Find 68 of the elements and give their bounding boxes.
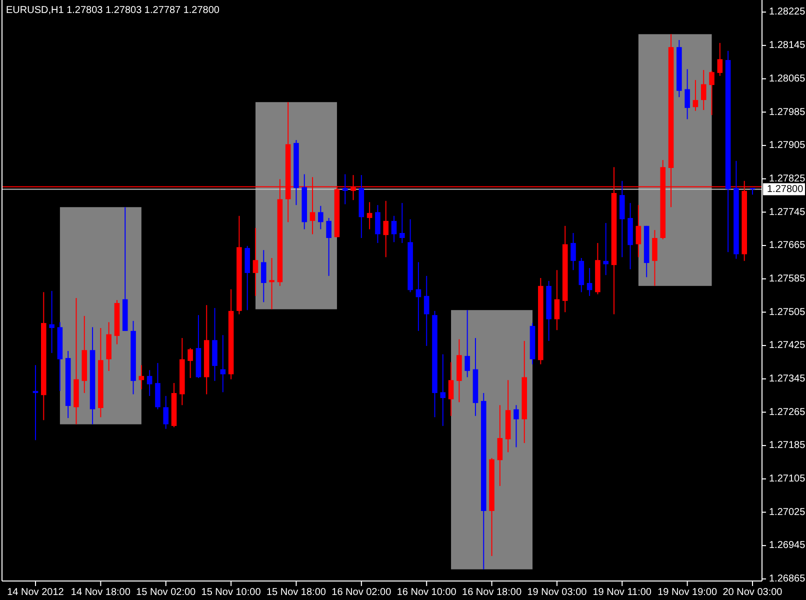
x-tick-label: 16 Nov 02:00: [332, 587, 392, 598]
y-tick-label: 1.27105: [769, 474, 806, 485]
y-tick-label: 1.27985: [769, 106, 806, 118]
candlestick: [391, 215, 397, 243]
candlestick: [448, 362, 454, 416]
candlestick: [636, 204, 642, 258]
y-tick-label: 1.27345: [769, 374, 806, 384]
candlestick: [375, 204, 380, 244]
x-tick-label: 15 Nov 18:00: [266, 587, 326, 598]
candlestick: [326, 217, 332, 276]
candlestick: [692, 80, 698, 112]
ref-line-label: 1.27800: [767, 184, 804, 195]
candlestick: [188, 348, 193, 379]
candlestick: [514, 404, 519, 448]
x-tick-label: 19 Nov 11:00: [592, 587, 652, 598]
x-tick-label: 19 Nov 03:00: [527, 587, 588, 598]
candlestick: [269, 257, 274, 310]
candlestick: [554, 270, 560, 331]
candlestick: [464, 310, 470, 378]
y-tick-label: 1.28225: [769, 6, 806, 18]
candlestick: [342, 174, 348, 205]
candlestick: [700, 70, 706, 111]
candlestick: [49, 290, 54, 354]
y-tick-label: 1.28065: [769, 73, 806, 84]
x-tick-label: 15 Nov 02:00: [136, 587, 196, 598]
y-tick-label: 1.28145: [769, 40, 806, 52]
text: EURUSD,H1 1.27803 1.27803 1.27787 1.27800: [6, 5, 220, 16]
x-tick-label: 15 Nov 10:00: [201, 587, 262, 598]
y-tick-label: 1.27265: [769, 406, 806, 418]
candlestick: [416, 262, 422, 332]
candlestick: [163, 395, 169, 430]
candlestick: [366, 202, 372, 230]
x-tick-label: 14 Nov 2012: [7, 587, 64, 598]
y-tick-label: 1.26945: [769, 540, 806, 552]
y-tick-label: 1.27425: [769, 340, 806, 352]
candlestick: [717, 42, 723, 76]
candlestick: [497, 404, 503, 486]
y-tick-label: 1.27825: [769, 173, 806, 184]
y-tick-label: 1.27505: [769, 306, 806, 318]
candlestick: [400, 202, 405, 244]
y-tick-label: 1.27905: [769, 140, 806, 152]
y-tick-label: 1.27665: [769, 240, 806, 252]
y-tick-label: 1.27025: [769, 506, 806, 518]
candlestick: [383, 200, 388, 258]
candlestick: [260, 250, 266, 303]
x-tick-label: 20 Nov 03:00: [722, 587, 783, 598]
candlestick: [570, 232, 576, 271]
x-tick-label: 14 Nov 18:00: [70, 587, 131, 598]
y-tick-label: 1.27745: [769, 206, 806, 218]
candlestick: [603, 222, 608, 276]
candlestick: [220, 334, 226, 393]
y-tick-label: 1.27585: [769, 273, 806, 284]
candlestick: [252, 227, 258, 296]
candlestick: [32, 364, 38, 441]
candlestick: [440, 354, 446, 426]
candlestick: [684, 68, 690, 120]
x-tick-label: 16 Nov 18:00: [462, 587, 522, 598]
y-tick-label: 1.26865: [769, 574, 806, 585]
candlestick: [586, 267, 592, 296]
x-tick-label: 16 Nov 10:00: [396, 587, 457, 598]
y-tick-label: 1.27185: [769, 440, 806, 452]
candlestick: [146, 370, 152, 396]
candlestick: [652, 230, 658, 286]
x-tick-label: 19 Nov 19:00: [658, 587, 718, 598]
candlestick: [138, 364, 144, 390]
candlestick: [424, 275, 430, 346]
candlestick: [709, 70, 714, 116]
candlestick: [318, 205, 324, 230]
